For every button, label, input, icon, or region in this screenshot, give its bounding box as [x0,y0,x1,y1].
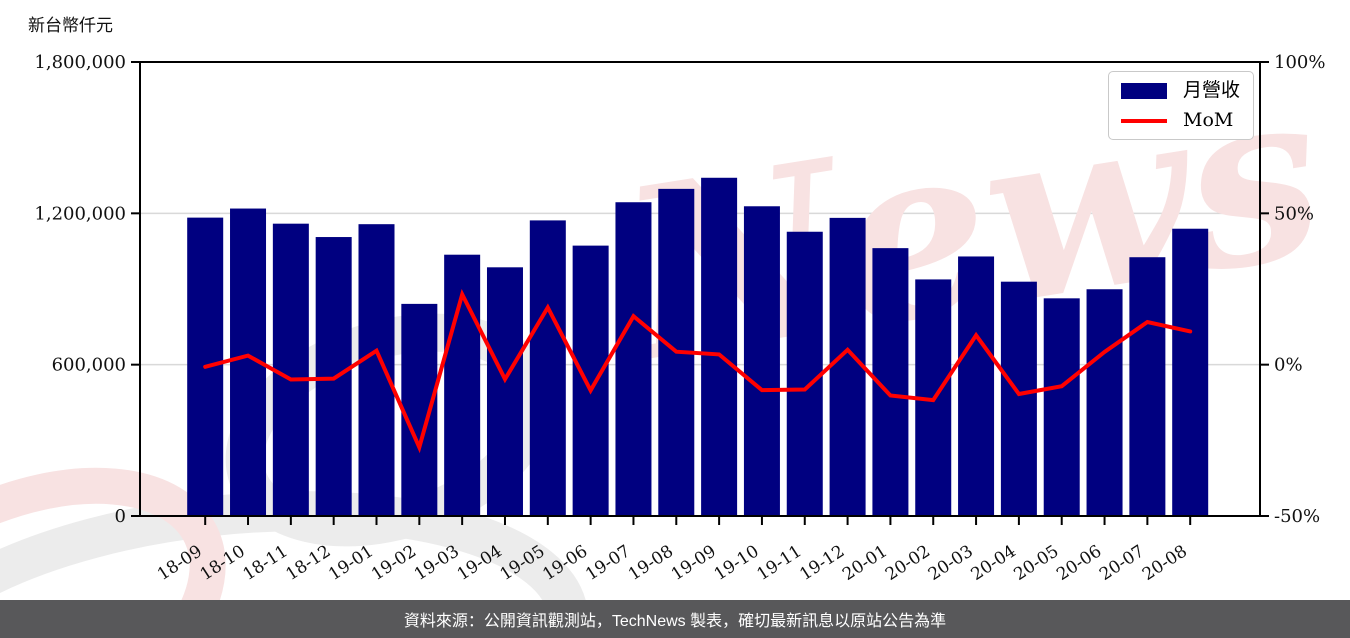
source-footer-text: 資料來源：公開資訊觀測站，TechNews 製表，確切最新訊息以原站公告為準 [403,613,947,630]
revenue-bar [958,256,995,516]
revenue-bar [1000,281,1037,516]
revenue-bar [701,177,738,516]
x-axis-tick-label: 19-12 [796,541,848,584]
revenue-bar [743,206,780,516]
x-axis-tick-label: 20-08 [1139,541,1191,584]
legend: 月營收 MoM [1108,71,1254,140]
right-axis-tick-label: -50% [1274,506,1320,527]
legend-item-revenue: 月營收 [1121,81,1241,100]
revenue-bar [401,303,438,516]
x-axis-tick-label: 20-01 [839,541,891,584]
x-axis-tick-label: 19-03 [411,541,463,584]
right-axis-tick-label: 50% [1274,203,1314,224]
source-footer: 資料來源：公開資訊觀測站，TechNews 製表，確切最新訊息以原站公告為準 [0,600,1350,638]
revenue-bar [1086,289,1123,516]
revenue-bar [1172,228,1209,517]
x-axis-tick-label: 19-07 [582,541,634,584]
x-axis-tick-label: 20-05 [1010,541,1062,584]
left-axis-tick-label: 1,800,000 [34,52,126,73]
x-axis-tick-label: 19-09 [668,541,720,584]
legend-label-revenue: 月營收 [1183,79,1241,101]
revenue-bar [486,267,523,516]
revenue-bar [615,202,652,517]
legend-label-mom: MoM [1183,109,1234,131]
x-axis-tick-label: 19-01 [325,541,377,584]
mom-line [203,288,1193,454]
revenue-bar [272,223,309,516]
watermark-swoosh-pink [0,467,226,600]
x-axis-tick-label: 19-08 [625,541,677,584]
x-axis-tick-label: 20-04 [968,541,1020,584]
x-axis-tick-label: 20-07 [1096,541,1148,584]
x-axis-tick-label: 18-11 [240,541,292,584]
revenue-bar [358,224,395,516]
right-axis-tick-label: 100% [1274,52,1325,73]
plot-border [139,61,1261,517]
x-axis-tick-label: 20-03 [925,541,977,584]
x-axis-tick-label: 20-06 [1053,541,1105,584]
revenue-bar [572,245,609,516]
revenue-swatch [1121,82,1167,99]
x-axis-tick-label: 19-02 [368,541,420,584]
x-axis-tick-label: 19-10 [711,541,763,584]
revenue-bar [829,217,866,516]
mom-swatch [1121,118,1167,123]
left-axis-tick-label: 1,200,000 [34,203,126,224]
left-axis-tick-label: 0 [115,506,126,527]
x-axis-tick-label: 18-12 [282,541,334,584]
revenue-bar [786,231,823,517]
right-axis-tick-label: 0% [1274,355,1303,376]
revenue-bar [1043,298,1080,516]
x-axis-tick-label: 20-02 [882,541,934,584]
y-axis-title: 新台幣仟元 [28,16,113,36]
left-axis-tick-label: 600,000 [52,355,126,376]
revenue-bar [1129,257,1166,516]
revenue-bar [529,220,566,516]
legend-item-mom: MoM [1121,111,1241,130]
x-axis-tick-label: 19-11 [753,541,805,584]
